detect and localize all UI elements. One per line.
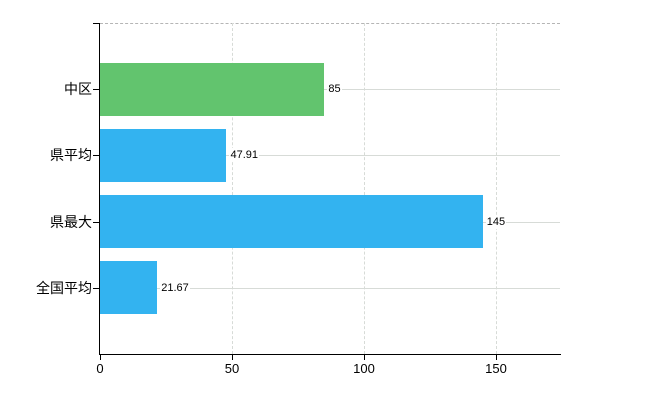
bar-value-label: 21.67 [160,280,190,295]
category-tick [93,89,99,91]
v-gridline [364,23,365,354]
bar-1 [100,62,325,116]
category-label: 県平均 [50,147,92,164]
x-tick-label: 0 [96,361,104,376]
category-tick [93,155,99,157]
x-tick-label: 150 [485,361,507,376]
category-tick [93,221,99,223]
h-gridline [100,155,560,157]
bar-value-label: 47.91 [229,148,259,163]
bar-3 [100,195,483,249]
x-tick-label: 100 [353,361,375,376]
x-axis-line [98,353,561,355]
category-tick [93,287,99,289]
bar-4 [100,261,158,315]
y-axis-end-tick [93,23,99,24]
plot-area: 85 47.91 145 21.67 [100,23,560,354]
h-gridline [100,287,560,289]
category-label: 中区 [64,81,92,98]
x-tick-label: 50 [224,361,240,376]
category-label: 全国平均 [36,279,92,296]
bar-2 [100,128,227,182]
bar-value-label: 85 [327,82,342,97]
v-gridline [232,23,233,354]
y-axis-line [98,23,100,355]
x-axis-tick [100,355,101,360]
v-gridline [496,23,497,354]
x-axis-tick [232,355,233,360]
bar-value-label: 145 [485,214,507,229]
x-axis-tick [364,355,365,360]
x-axis-tick [496,355,497,360]
category-label: 県最大 [50,213,92,230]
plot-top-border [100,23,560,24]
